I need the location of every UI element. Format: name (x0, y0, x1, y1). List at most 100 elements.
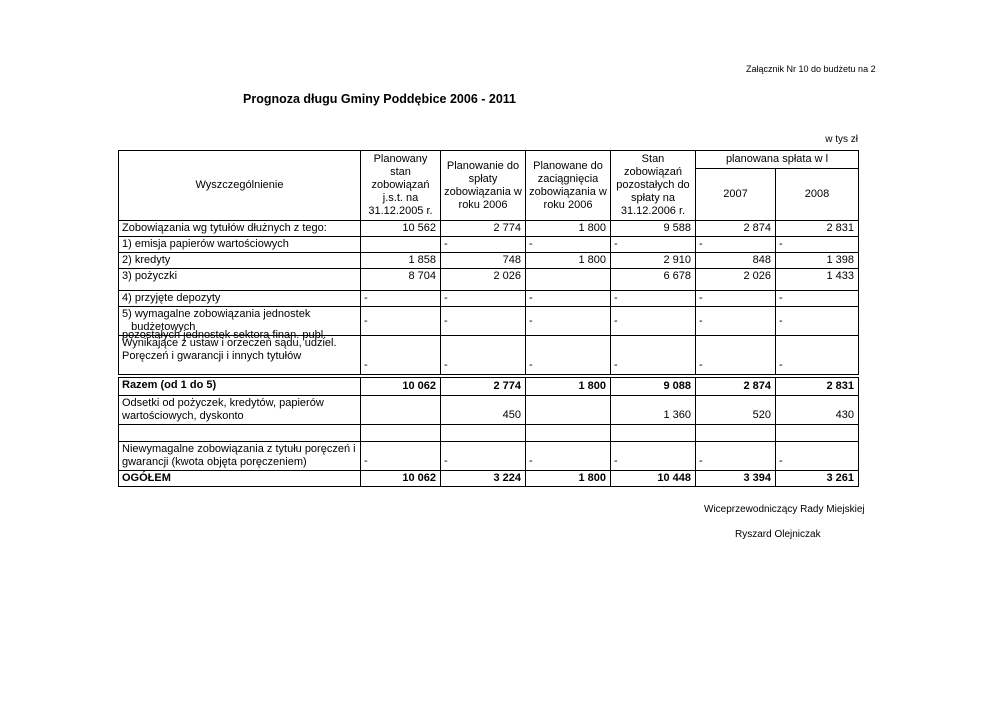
row-value: - (360, 290, 441, 307)
row-value: 748 (440, 252, 526, 269)
row-value: 9 588 (610, 220, 696, 237)
table-row-ogolem: OGÓŁEM 10 062 3 224 1 800 10 448 3 394 3… (118, 470, 859, 487)
col-header-2007: 2007 (695, 168, 776, 221)
row-value: - (525, 335, 611, 376)
row-value: 2 831 (775, 373, 859, 396)
col-header-stan-2005: Planowany stan zobowiązań j.s.t. na 31.1… (360, 150, 441, 221)
row-value: 10 562 (360, 220, 441, 237)
row-value: - (440, 441, 526, 471)
row-value: - (610, 306, 696, 336)
row-value: 10 448 (610, 470, 696, 487)
row-value: - (360, 441, 441, 471)
row-value: 2 774 (440, 220, 526, 237)
row-label: 3) pożyczki (118, 268, 361, 291)
row-label: 2) kredyty (118, 252, 361, 269)
row-value: - (775, 306, 859, 336)
col-header-splata-2006: Planowanie do spłaty zobowiązania w roku… (440, 150, 526, 221)
row-value: - (440, 306, 526, 336)
col-header-planowana-splata: planowana spłata w l (695, 150, 859, 169)
row-value: - (440, 236, 526, 253)
row-value: - (775, 236, 859, 253)
table-row-razem: Razem (od 1 do 5) 10 062 2 774 1 800 9 0… (118, 373, 859, 396)
row-value: 8 704 (360, 268, 441, 291)
row-value: 2 874 (695, 373, 776, 396)
row-value (775, 424, 859, 442)
row-value: - (775, 290, 859, 307)
row-value: - (525, 236, 611, 253)
row-label: 5) wymagalne zobowiązania jednostek budż… (118, 306, 361, 341)
page-title: Prognoza długu Gminy Poddębice 2006 - 20… (243, 92, 516, 106)
row-value: 1 800 (525, 373, 611, 396)
debt-forecast-table: Wyszczególnienie Planowany stan zobowiąz… (118, 150, 859, 487)
row-value: 2 910 (610, 252, 696, 269)
row-value: 1 858 (360, 252, 441, 269)
row-value (360, 424, 441, 442)
row-value: 1 800 (525, 252, 611, 269)
row-value: 2 831 (775, 220, 859, 237)
row-value: - (695, 335, 776, 376)
row-value: 3 224 (440, 470, 526, 487)
row-value: - (440, 335, 526, 376)
row-value: 1 398 (775, 252, 859, 269)
table-row: Wynikające z ustaw i orzeczeń sądu, udzi… (118, 335, 859, 376)
row-value: - (695, 290, 776, 307)
row-label: 4) przyjęte depozyty (118, 290, 361, 307)
row-value: 450 (440, 395, 526, 425)
row-value: 2 874 (695, 220, 776, 237)
row-value: 2 774 (440, 373, 526, 396)
table-row: 3) pożyczki 8 704 2 026 6 678 2 026 1 43… (118, 268, 859, 291)
row-value: - (610, 290, 696, 307)
table-row: 4) przyjęte depozyty - - - - - - (118, 290, 859, 307)
unit-note: w tys zł (825, 134, 858, 145)
col-header-2008: 2008 (775, 168, 859, 221)
table-row: Niewymagalne zobowiązania z tytułu poręc… (118, 441, 859, 471)
row-value: - (525, 306, 611, 336)
row-value: - (775, 441, 859, 471)
row-value (525, 268, 611, 291)
table-row: 2) kredyty 1 858 748 1 800 2 910 848 1 3… (118, 252, 859, 269)
row-value (360, 395, 441, 425)
row-label (118, 424, 361, 442)
col-header-zaciagniecia-2006: Planowane do zaciągnięcia zobowiązania w… (525, 150, 611, 221)
row-value: 10 062 (360, 470, 441, 487)
header-row-years: 2007 2008 (119, 168, 859, 221)
attachment-note: Załącznik Nr 10 do budżetu na 2 (746, 64, 876, 74)
col-header-wyszczegolnienie: Wyszczególnienie (118, 150, 361, 221)
row-label: Zobowiązania wg tytułów dłużnych z tego: (118, 220, 361, 237)
row-value: - (695, 441, 776, 471)
row-value: 520 (695, 395, 776, 425)
table-row: Odsetki od pożyczek, kredytów, papierów … (118, 395, 859, 425)
row-value: - (440, 290, 526, 307)
row-value: - (695, 236, 776, 253)
row-value (440, 424, 526, 442)
row-label: Wynikające z ustaw i orzeczeń sądu, udzi… (118, 335, 361, 376)
row-value: - (610, 441, 696, 471)
row-value: 6 678 (610, 268, 696, 291)
row-value: - (610, 236, 696, 253)
row-value: - (525, 290, 611, 307)
table-row: 1) emisja papierów wartościowych - - - -… (118, 236, 859, 253)
row-value: - (525, 441, 611, 471)
row-value: 3 261 (775, 470, 859, 487)
row-value (695, 424, 776, 442)
header-row-top: Wyszczególnienie Planowany stan zobowiąz… (118, 150, 859, 221)
row-label: OGÓŁEM (118, 470, 361, 487)
row-value (360, 236, 441, 253)
row-label: Razem (od 1 do 5) (118, 373, 361, 396)
row-label-text: 5) wymagalne zobowiązania jednostek budż… (122, 308, 311, 333)
row-value (525, 395, 611, 425)
col-header-stan-2006: Stan zobowiązań pozostałych do spłaty na… (610, 150, 696, 221)
signature-title: Wiceprzewodniczący Rady Miejskiej (704, 504, 865, 515)
row-value: - (695, 306, 776, 336)
signature-name: Ryszard Olejniczak (735, 529, 821, 540)
row-value: - (360, 306, 441, 336)
row-value (610, 424, 696, 442)
row-value: 848 (695, 252, 776, 269)
table-row: 5) wymagalne zobowiązania jednostek budż… (118, 306, 859, 341)
row-value: 9 088 (610, 373, 696, 396)
row-value: 2 026 (695, 268, 776, 291)
row-label: Odsetki od pożyczek, kredytów, papierów … (118, 395, 361, 425)
row-value: 3 394 (695, 470, 776, 487)
table-row: Zobowiązania wg tytułów dłużnych z tego:… (118, 220, 859, 237)
